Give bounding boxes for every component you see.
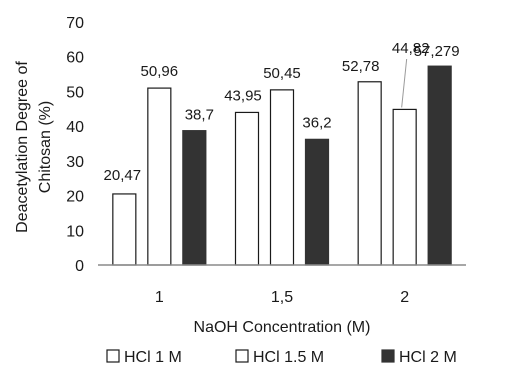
y-tick-label: 0	[75, 258, 84, 275]
data-label: 44,82	[392, 40, 430, 57]
y-tick-label: 60	[66, 50, 84, 67]
bar	[112, 193, 137, 266]
bar	[427, 65, 452, 266]
data-label: 36,2	[302, 114, 331, 131]
bar	[234, 111, 260, 266]
y-axis-title-line-2: Chitosan (%)	[37, 101, 54, 193]
legend-label: HCl 1.5 M	[253, 349, 324, 366]
data-label: 50,45	[263, 65, 301, 82]
legend-label: HCl 2 M	[399, 349, 457, 366]
data-label: 20,47	[104, 167, 142, 184]
bar	[304, 138, 330, 266]
y-tick-label: 50	[66, 84, 84, 101]
legend-swatch	[106, 349, 120, 363]
data-label: 50,96	[141, 63, 179, 80]
y-tick-label: 20	[66, 189, 84, 206]
data-label: 43,95	[224, 87, 262, 104]
y-axis-title: Deacetylation Degree of Chitosan (%)	[14, 61, 54, 233]
x-tick-label: 1	[155, 289, 164, 306]
bars	[112, 65, 452, 266]
x-axis-ticks: 1 1,5 2	[155, 289, 409, 306]
y-axis-title-line-1: Deacetylation Degree of	[14, 61, 31, 233]
data-label: 38,7	[185, 107, 214, 124]
legend-label: HCl 1 M	[124, 349, 182, 366]
bar	[357, 81, 382, 266]
data-label-leader-line	[401, 58, 408, 108]
y-tick-label: 30	[66, 154, 84, 171]
data-labels: 20,47 43,95 52,78 50,96 50,45 44,82 38,7 36,2 57…	[104, 40, 460, 184]
data-label: 52,78	[342, 58, 380, 75]
bar	[269, 89, 295, 266]
x-tick-label: 1,5	[271, 289, 293, 306]
x-tick-label: 2	[400, 289, 409, 306]
legend-swatch	[235, 349, 249, 363]
legend: HCl 1 M HCl 1.5 M HCl 2 M	[106, 349, 457, 366]
y-tick-label: 70	[66, 15, 84, 32]
y-tick-label: 10	[66, 223, 84, 240]
x-axis-title: NaOH Concentration (M)	[194, 319, 371, 336]
data-label: 57,279	[414, 43, 460, 60]
y-axis-ticks: 0 10 20 30 40 50 60 70	[66, 15, 84, 275]
bar	[392, 108, 417, 266]
legend-swatch	[381, 349, 395, 363]
bar	[182, 130, 207, 266]
bar	[147, 87, 172, 266]
y-tick-label: 40	[66, 119, 84, 136]
